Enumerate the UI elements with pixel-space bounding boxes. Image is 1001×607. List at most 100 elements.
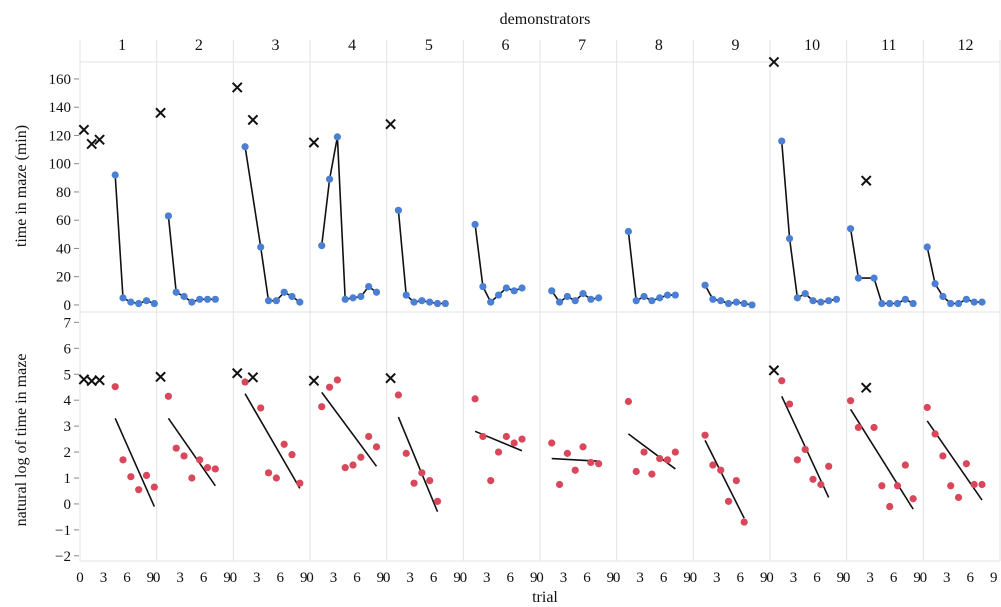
top-trial-point: [272, 297, 280, 305]
top-trial-point: [264, 297, 273, 305]
x-tick-label: 3: [330, 570, 338, 586]
panel-label: 4: [348, 37, 356, 54]
x-tick-label: 3: [790, 570, 798, 586]
top-trial-point: [180, 292, 188, 301]
top-trial-point: [939, 292, 947, 301]
top-trial-point: [402, 291, 410, 299]
x-tick-label: 9: [453, 570, 461, 586]
top-trial-point: [740, 299, 748, 308]
bottom-trial-point: [740, 518, 748, 526]
bottom-trial-point: [111, 383, 119, 391]
bottom-trial-point: [288, 451, 296, 459]
bottom-y-tick-label: 7: [64, 315, 72, 331]
x-tick-label: 9: [990, 570, 998, 586]
top-trend-line-12: [926, 246, 982, 305]
top-trial-point: [595, 294, 603, 302]
bottom-trial-point: [211, 465, 219, 473]
top-trial-point: [579, 290, 587, 298]
top-trial-point: [640, 292, 648, 301]
bottom-trial-point: [571, 466, 579, 474]
bottom-regression-line-8: [627, 433, 676, 470]
top-trial-point: [793, 294, 801, 302]
top-trial-point: [901, 295, 909, 303]
x-tick-label: 6: [890, 570, 898, 586]
top-trial-point: [886, 299, 894, 308]
bottom-trial-point: [349, 461, 357, 469]
top-trend-line-5: [397, 210, 446, 305]
bottom-demonstrator-marker: [860, 382, 872, 394]
bottom-trial-point: [325, 383, 334, 391]
bottom-trial-point: [487, 476, 495, 485]
bottom-demonstrator-marker: [247, 372, 259, 383]
bottom-trial-point: [825, 462, 833, 470]
top-trial-point: [365, 282, 373, 291]
bottom-demonstrator-marker: [308, 375, 320, 387]
top-trial-point: [563, 292, 571, 301]
bottom-trial-point: [365, 432, 373, 441]
x-tick-label: 3: [483, 570, 491, 586]
panel-label: 11: [881, 37, 896, 54]
bottom-y-tick-label: 1: [64, 471, 72, 487]
x-tick-label: 0: [230, 570, 238, 586]
x-tick-label: 6: [200, 570, 208, 586]
top-trial-point: [502, 284, 510, 292]
x-tick-label: 9: [607, 570, 615, 586]
bottom-trial-point: [901, 461, 909, 469]
x-tick-label: 3: [713, 570, 721, 586]
x-tick-label: 3: [636, 570, 644, 586]
top-trial-point: [555, 298, 564, 306]
bottom-trial-point: [502, 432, 510, 441]
top-trial-point: [978, 298, 986, 306]
bottom-trial-point: [923, 403, 931, 412]
top-trial-point: [296, 298, 304, 306]
top-trial-point: [418, 297, 426, 305]
bottom-trial-point: [410, 479, 418, 487]
bottom-trial-point: [402, 449, 410, 457]
bottom-regression-line-9: [704, 440, 745, 519]
bottom-demonstrator-marker: [231, 367, 243, 379]
bottom-regression-line-5: [397, 416, 439, 513]
panel-label: 5: [425, 37, 433, 54]
top-trend-line-3: [244, 146, 301, 303]
top-trial-point: [548, 287, 556, 295]
bottom-trial-point: [471, 395, 479, 403]
top-trial-point: [494, 291, 503, 299]
bottom-trial-point: [188, 474, 196, 482]
x-tick-label: 6: [353, 570, 361, 586]
x-tick-label: 0: [306, 570, 314, 586]
top-trial-point: [441, 299, 449, 308]
x-axis-label: trial: [532, 589, 558, 606]
top-trial-point: [257, 243, 265, 251]
x-tick-label: 6: [967, 570, 975, 586]
bottom-trial-point: [203, 464, 212, 472]
top-demonstrator-marker: [94, 134, 105, 145]
bottom-demonstrator-marker: [94, 374, 105, 386]
top-trial-point: [663, 291, 672, 299]
x-tick-label: 9: [683, 570, 691, 586]
bottom-trial-point: [870, 423, 878, 432]
bottom-y-tick-label: 0: [64, 497, 72, 513]
panel-label: 7: [578, 37, 586, 54]
top-y-tick-label: 160: [49, 72, 72, 88]
bottom-trial-point: [717, 466, 725, 474]
top-trend-line-1: [114, 174, 155, 305]
bottom-trial-point: [296, 479, 304, 487]
bottom-regression-line-1: [114, 418, 156, 507]
top-trial-point: [748, 301, 756, 309]
bottom-trial-point: [341, 464, 349, 472]
top-trial-point: [288, 292, 296, 301]
top-trial-point: [825, 297, 833, 305]
panel-label: 6: [502, 37, 510, 54]
top-trial-point: [318, 242, 326, 250]
top-trial-point: [426, 298, 434, 306]
bottom-trial-point: [846, 397, 855, 405]
bottom-y-tick-label: 6: [64, 341, 72, 357]
bottom-trial-point: [778, 377, 786, 385]
top-trial-point: [878, 299, 886, 308]
bottom-trial-point: [709, 461, 717, 469]
x-tick-label: 0: [76, 570, 84, 586]
top-demonstrator-marker: [308, 137, 320, 148]
top-trial-point: [394, 206, 403, 214]
bottom-demonstrator-marker: [768, 365, 780, 376]
panel-label: 1: [118, 37, 126, 54]
